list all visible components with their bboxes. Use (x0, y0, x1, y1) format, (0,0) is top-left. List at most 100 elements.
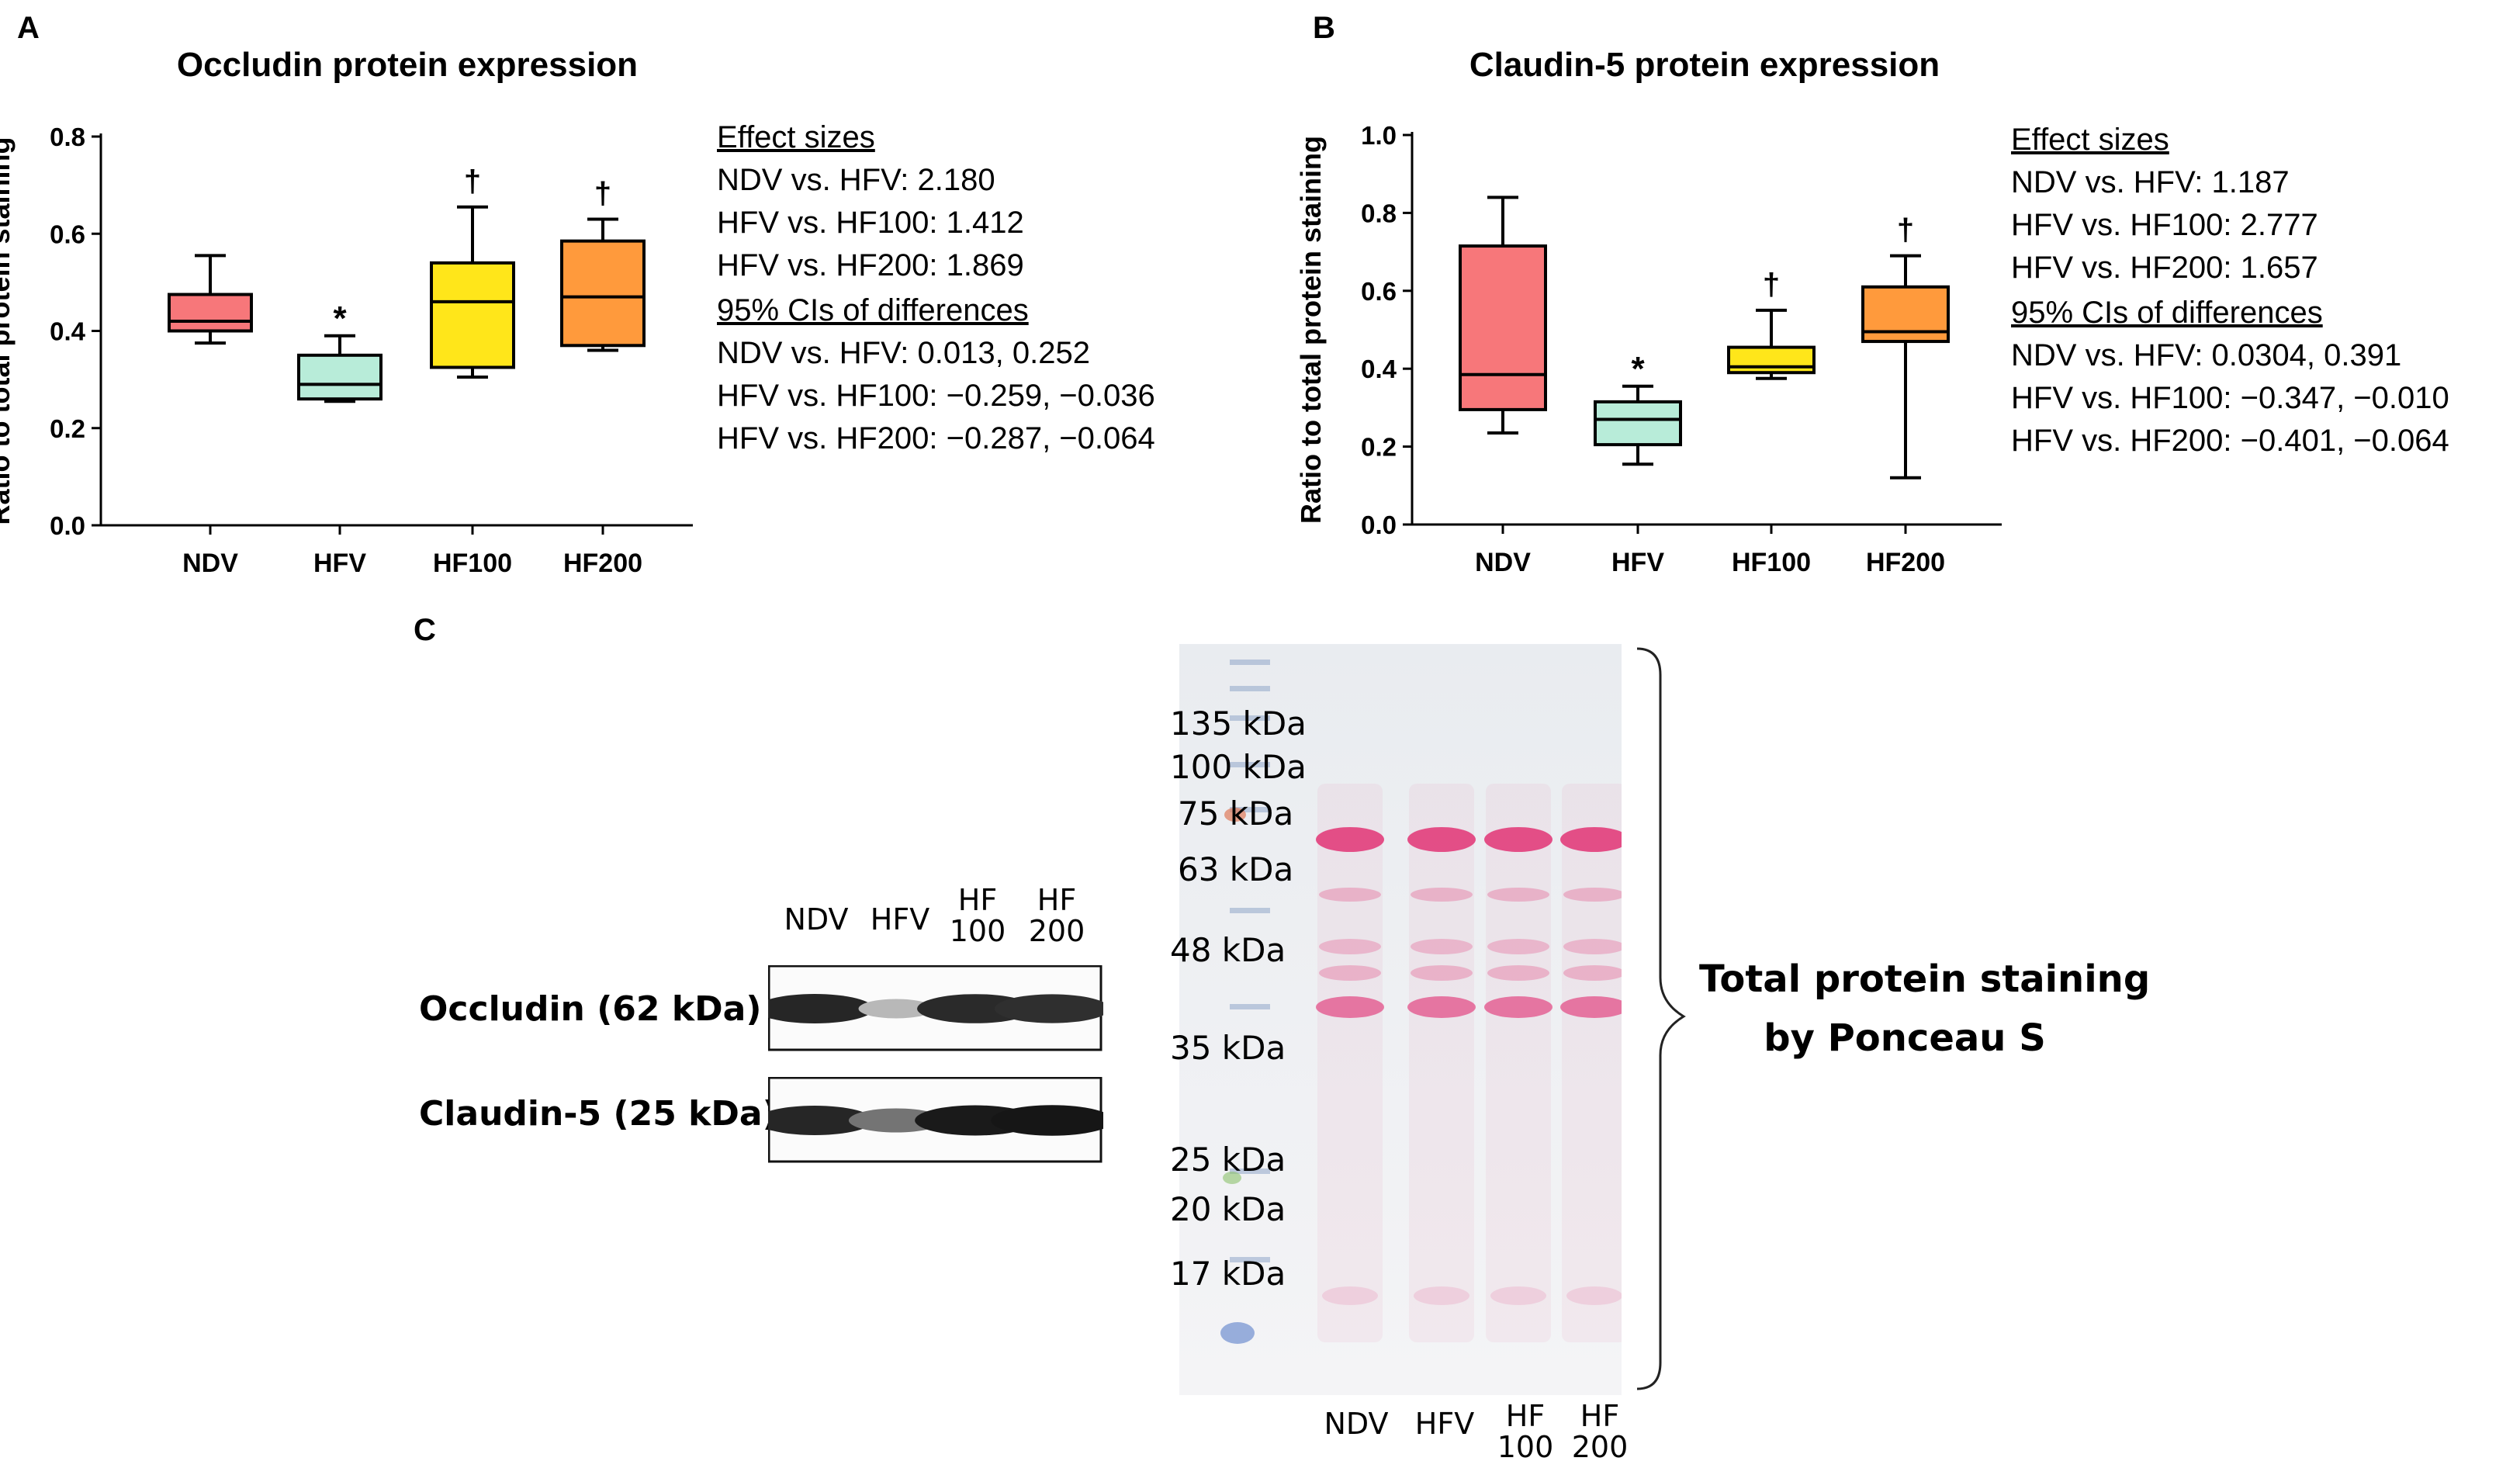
effect-sizes-header: Effect sizes (2011, 123, 2169, 157)
effect-sizes-header: Effect sizes (717, 120, 875, 154)
blot-band (994, 994, 1103, 1023)
claudin-box-chart: Claudin-5 protein expression Ratio to tot… (1295, 46, 2002, 577)
band-strong (1484, 996, 1552, 1018)
band-minor (1487, 965, 1549, 981)
lane-smear (1562, 784, 1622, 1342)
wb-lane-label: HFV (870, 902, 930, 937)
membrane-background (1179, 644, 1622, 1395)
y-tick-label: 0.8 (1361, 199, 1397, 227)
ponceau-lane-label: HF 100 (1497, 1399, 1554, 1464)
wb-lane-label: HF 200 (1028, 883, 1085, 948)
marker-label: 25 kDa (1170, 1141, 1286, 1179)
significance-mark: † (1897, 213, 1914, 248)
marker-label: 17 kDa (1170, 1255, 1286, 1293)
ladder-dot (1223, 1172, 1241, 1184)
ladder-band (1230, 807, 1270, 812)
ladder-band (1230, 686, 1270, 691)
ladder-band (1230, 660, 1270, 665)
blot-band (768, 1106, 874, 1135)
band-faint (1566, 1286, 1622, 1305)
claudin-chart-group: Claudin-5 protein expression Ratio to tot… (1295, 46, 2002, 577)
ponceau-membrane (1179, 644, 1622, 1395)
ci-line: HFV vs. HF100: −0.347, −0.010 (2011, 381, 2449, 415)
ponceau-brace (1636, 647, 1686, 1390)
y-tick-label: 0.8 (50, 123, 85, 151)
band-minor (1563, 965, 1622, 981)
effect-line: HFV vs. HF100: 2.777 (2011, 208, 2318, 242)
wb-row-label-claudin: Claudin-5 (25 kDa) (419, 1094, 778, 1134)
effect-line: HFV vs. HF200: 1.869 (717, 248, 1024, 282)
marker-label: 135 kDa (1170, 705, 1307, 743)
effect-line: NDV vs. HFV: 2.180 (717, 163, 995, 197)
panel-b-letter: B (1313, 11, 1335, 45)
lane-smear (1317, 784, 1383, 1342)
effect-line: NDV vs. HFV: 1.187 (2011, 165, 2290, 199)
y-tick-label: 0.2 (1361, 433, 1397, 462)
chart-title: Occludin protein expression (177, 46, 638, 84)
x-tick-label: HF100 (1732, 548, 1811, 577)
wb-blot-claudin (768, 1077, 1103, 1163)
band-faint (1414, 1286, 1469, 1305)
panel-a-letter: A (17, 11, 40, 45)
ci-header: 95% CIs of differences (717, 293, 1029, 327)
ladder-band (1230, 908, 1270, 913)
ponceau-lane-label: HF 200 (1571, 1399, 1629, 1464)
ponceau-title: Total protein staining by Ponceau S (1699, 957, 2151, 1060)
band-minor (1319, 965, 1381, 981)
marker-label: 35 kDa (1170, 1029, 1286, 1067)
box-hf200 (1861, 285, 1950, 344)
band-strong (1560, 996, 1622, 1018)
band-minor (1319, 939, 1381, 954)
ci-line: HFV vs. HF200: −0.401, −0.064 (2011, 424, 2449, 458)
significance-mark: † (1763, 268, 1780, 302)
wb-blot-occludin (768, 965, 1103, 1051)
marker-label: 63 kDa (1178, 850, 1294, 888)
ladder-band (1230, 1004, 1270, 1009)
ladder-band (1230, 1257, 1270, 1262)
wb-lane-label: HF 100 (949, 883, 1006, 948)
ponceau-lane-label: HFV (1414, 1407, 1475, 1441)
occludin-box-chart: Occludin protein expression Ratio to tota… (0, 46, 693, 578)
marker-label: 75 kDa (1178, 795, 1294, 833)
ladder-band (1230, 1169, 1270, 1174)
marker-label: 20 kDa (1170, 1190, 1286, 1228)
ladder-dot (1220, 1322, 1255, 1344)
marker-label: 100 kDa (1170, 748, 1307, 786)
band-minor (1487, 888, 1549, 902)
significance-mark: † (464, 164, 481, 199)
ladder-band (1230, 715, 1270, 721)
occludin-chart-group: Occludin protein expression Ratio to tota… (0, 46, 693, 578)
box-ndv (168, 293, 253, 333)
y-tick-label: 0.2 (50, 414, 85, 443)
band-minor (1563, 888, 1622, 902)
y-tick-label: 0.4 (50, 317, 86, 346)
lane-smear (1409, 784, 1474, 1342)
y-tick-label: 1.0 (1361, 121, 1397, 150)
ladder-dot (1224, 808, 1246, 822)
effect-line: HFV vs. HF200: 1.657 (2011, 251, 2318, 285)
panel-c-letter: C (414, 613, 436, 647)
y-tick-label: 0.4 (1361, 355, 1397, 383)
band-minor (1563, 939, 1622, 954)
ponceau-lanes-group (1220, 660, 1622, 1344)
ladder-band (1230, 762, 1270, 767)
band-major (1407, 827, 1476, 852)
significance-mark: † (594, 176, 611, 210)
wb-lane-label: NDV (784, 902, 849, 937)
box-ndv (1459, 244, 1547, 411)
ci-line: NDV vs. HFV: 0.0304, 0.391 (2011, 338, 2402, 372)
band-minor (1411, 888, 1473, 902)
band-minor (1411, 965, 1473, 981)
band-faint (1490, 1286, 1546, 1305)
blot-band (768, 994, 874, 1023)
x-tick-label: HF200 (1866, 548, 1945, 577)
significance-mark: * (1631, 350, 1645, 388)
band-major (1560, 827, 1622, 852)
lane-smear (1486, 784, 1551, 1342)
x-tick-label: HFV (313, 549, 366, 578)
wb-row-label-occludin: Occludin (62 kDa) (419, 989, 762, 1029)
significance-mark: * (333, 300, 347, 338)
y-tick-label: 0.0 (50, 511, 85, 540)
band-minor (1487, 939, 1549, 954)
box-hf200 (560, 239, 646, 348)
